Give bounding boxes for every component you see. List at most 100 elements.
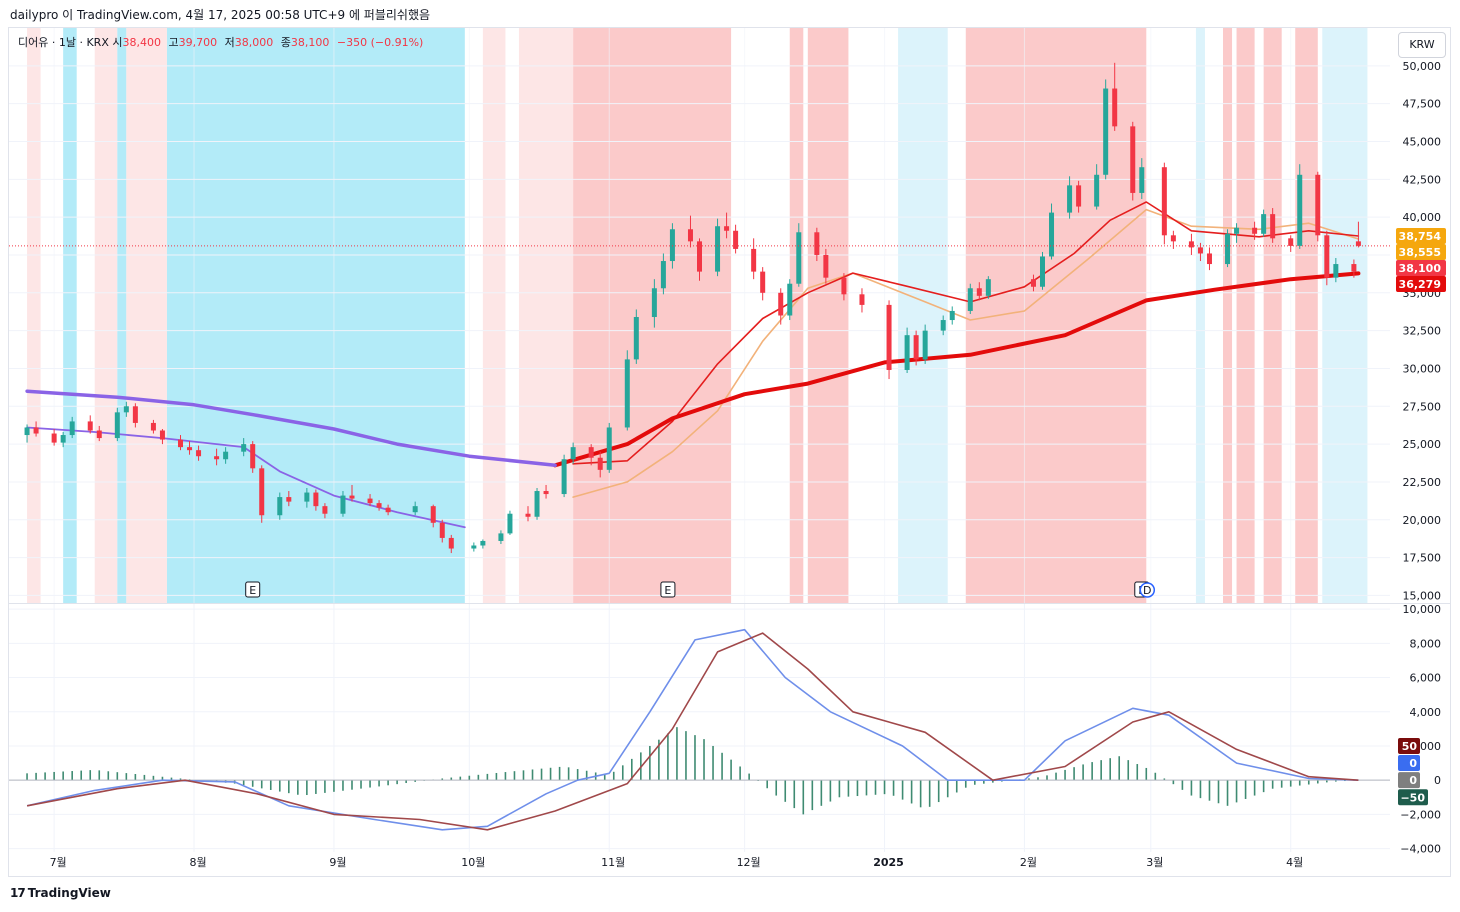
macd-histogram-bar <box>1046 775 1048 781</box>
candle <box>1188 233 1194 255</box>
candle <box>778 288 784 325</box>
candle <box>187 441 193 455</box>
macd-histogram-bar <box>44 772 46 781</box>
candle-body <box>241 444 247 452</box>
macd-histogram-bar <box>874 780 877 795</box>
candle <box>304 488 310 508</box>
candle-body <box>24 427 30 436</box>
candle-body <box>534 491 540 517</box>
chart-frame[interactable] <box>8 27 1451 877</box>
price-tick-label: 17,500 <box>1403 552 1442 565</box>
candle-body <box>1188 241 1194 248</box>
candle-body <box>778 292 784 316</box>
macd-histogram-bar <box>946 780 949 798</box>
macd-histogram-bar <box>631 758 633 781</box>
macd-histogram-bar <box>937 780 940 803</box>
candle-body <box>760 271 766 293</box>
macd-histogram-bar <box>1335 780 1337 782</box>
candle <box>69 416 75 439</box>
price-tick-label: 25,000 <box>1403 438 1442 451</box>
candle-body <box>1351 264 1357 272</box>
candle <box>448 534 454 554</box>
earnings-marker-label: E <box>664 584 671 597</box>
candle-body <box>976 288 982 296</box>
macd-histogram-bar <box>1154 772 1157 781</box>
candle <box>588 444 594 466</box>
price-tick-label: 40,000 <box>1403 211 1442 224</box>
candle-body <box>132 406 138 423</box>
candle <box>697 238 702 281</box>
macd-histogram-bar <box>360 780 362 789</box>
candle-body <box>886 304 892 370</box>
candle-body <box>1139 167 1145 193</box>
candle <box>525 506 531 522</box>
macd-histogram-bar <box>1326 780 1328 783</box>
symbol-legend[interactable]: 디어유 · 1날 · KRX 시38,400 고39,700 저38,000 종… <box>18 34 427 50</box>
price-tag <box>1396 243 1446 260</box>
macd-histogram-bar <box>973 780 976 785</box>
time-tick-label: 9월 <box>329 856 346 869</box>
earnings-marker <box>245 581 261 598</box>
macd-histogram-bar <box>414 780 416 782</box>
symbol-name[interactable]: 디어유 · 1날 · KRX <box>18 36 109 49</box>
macd-histogram-bar <box>161 776 164 781</box>
macd-value-tag <box>1398 789 1428 806</box>
macd-histogram-bar <box>116 772 119 781</box>
price-tick-label: 32,500 <box>1403 325 1442 338</box>
candle-body <box>1355 241 1361 246</box>
candle-body <box>1324 235 1330 278</box>
macd-histogram-bar <box>964 780 967 788</box>
currency-button[interactable]: KRW <box>1398 32 1446 58</box>
candle <box>787 279 793 321</box>
macd-histogram-bar <box>179 778 182 781</box>
candle <box>1297 164 1303 249</box>
macd-histogram-bar <box>1199 780 1202 799</box>
open-value: 38,400 <box>122 36 161 49</box>
candle <box>1139 158 1145 199</box>
macd-histogram-bar <box>125 773 128 781</box>
macd-tick-label: 6,000 <box>1410 672 1442 685</box>
candle-body <box>448 537 454 549</box>
candle <box>313 489 319 511</box>
signal-line <box>26 632 1359 831</box>
macd-histogram-bar <box>26 773 28 781</box>
band-blue <box>117 28 127 603</box>
macd-histogram-bar <box>1298 780 1301 786</box>
macd-histogram-bar <box>992 780 994 783</box>
candle <box>223 447 229 464</box>
candle <box>96 425 102 442</box>
candle-body <box>940 320 946 331</box>
macd-histogram-bar <box>477 774 480 781</box>
candle-body <box>150 422 156 431</box>
macd-histogram-bar <box>667 733 669 781</box>
candle <box>543 484 549 499</box>
candle-body <box>1288 238 1294 246</box>
time-tick-label: 2025 <box>873 856 904 869</box>
macd-histogram-bar <box>468 775 471 781</box>
background-bands <box>27 28 1368 603</box>
macd-histogram-bar <box>1082 764 1084 781</box>
macd-histogram-bar <box>612 771 615 781</box>
candle-body <box>376 503 382 508</box>
candle-body <box>1039 256 1045 287</box>
macd-histogram-bar <box>712 745 714 781</box>
candle <box>1355 221 1361 248</box>
candle <box>51 428 57 446</box>
candle <box>1161 162 1167 245</box>
macd-histogram-bar <box>288 780 290 794</box>
macd-histogram-bar <box>928 780 931 807</box>
tradingview-logo[interactable]: 17 TradingView <box>10 886 111 900</box>
macd-histogram-bar <box>242 780 245 786</box>
candle <box>367 494 373 507</box>
candle <box>241 438 247 457</box>
candle-body <box>543 491 549 495</box>
price-tag <box>1396 259 1446 276</box>
price-tag-label: 36,279 <box>1399 278 1441 291</box>
candle-body <box>1112 88 1118 127</box>
macd-histogram-bar <box>152 775 155 781</box>
macd-histogram-bar <box>324 780 326 793</box>
macd-histogram-bar <box>820 780 823 806</box>
high-value: 39,700 <box>178 36 218 49</box>
candle-body <box>823 254 829 278</box>
